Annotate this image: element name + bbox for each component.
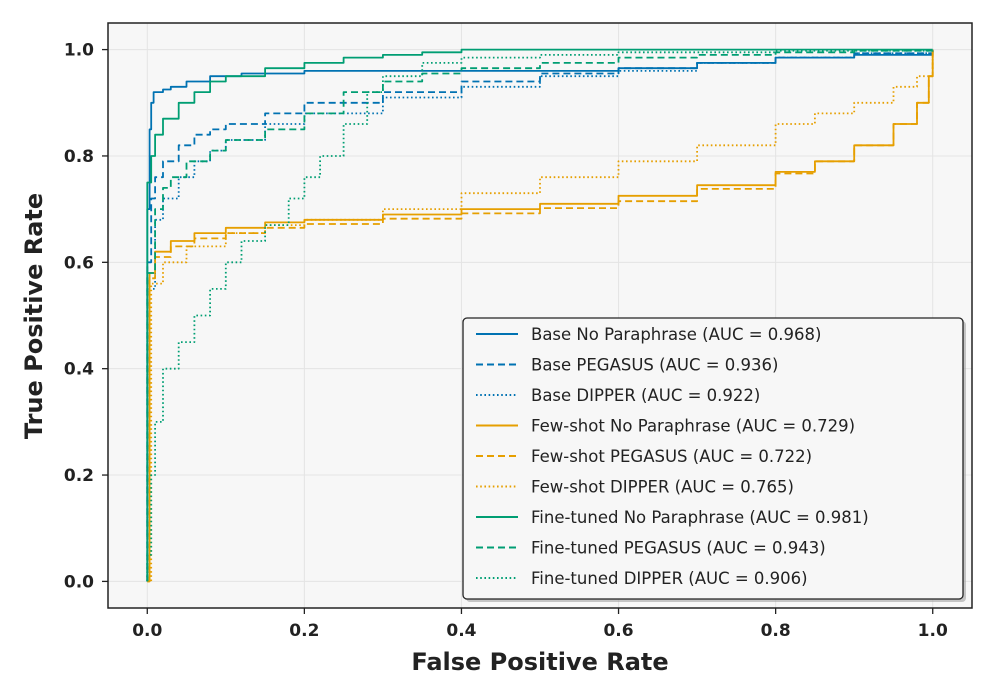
legend-label-8: Fine-tuned DIPPER (AUC = 0.906) bbox=[531, 569, 808, 588]
y-tick-label-3: 0.6 bbox=[64, 253, 94, 273]
x-axis-label: False Positive Rate bbox=[411, 648, 668, 676]
y-tick-label-5: 1.0 bbox=[64, 41, 94, 61]
legend-label-4: Few-shot PEGASUS (AUC = 0.722) bbox=[531, 447, 812, 466]
legend-label-1: Base PEGASUS (AUC = 0.936) bbox=[531, 356, 778, 375]
x-tick-label-5: 1.0 bbox=[918, 621, 948, 641]
legend-box bbox=[462, 317, 964, 600]
legend-label-0: Base No Paraphrase (AUC = 0.968) bbox=[531, 325, 821, 344]
plot-frame bbox=[107, 22, 973, 609]
legend-label-2: Base DIPPER (AUC = 0.922) bbox=[531, 386, 760, 405]
series-line-7 bbox=[146, 49, 934, 582]
grid bbox=[108, 23, 972, 608]
y-tick-label-2: 0.4 bbox=[64, 360, 94, 380]
legend-label-7: Fine-tuned PEGASUS (AUC = 0.943) bbox=[531, 539, 826, 558]
x-tick-label-0: 0.0 bbox=[132, 621, 162, 641]
series-line-1 bbox=[146, 49, 934, 582]
series-line-8 bbox=[146, 49, 934, 582]
legend-label-6: Fine-tuned No Paraphrase (AUC = 0.981) bbox=[531, 508, 869, 527]
legend-label-5: Few-shot DIPPER (AUC = 0.765) bbox=[531, 478, 794, 497]
legend-label-3: Few-shot No Paraphrase (AUC = 0.729) bbox=[531, 417, 855, 436]
series-line-6 bbox=[146, 48, 933, 582]
y-axis-label: True Positive Rate bbox=[20, 193, 48, 439]
x-tick-label-4: 0.8 bbox=[761, 621, 791, 641]
y-tick-label-4: 0.8 bbox=[64, 147, 94, 167]
series-layer bbox=[146, 48, 934, 583]
y-tick-label-1: 0.2 bbox=[64, 466, 94, 486]
x-tick-label-2: 0.4 bbox=[446, 621, 476, 641]
y-tick-label-0: 0.0 bbox=[64, 572, 94, 592]
x-tick-label-3: 0.6 bbox=[603, 621, 633, 641]
legend: Base No Paraphrase (AUC = 0.968) Base PEG… bbox=[462, 317, 966, 602]
x-tick-label-1: 0.2 bbox=[289, 621, 319, 641]
series-line-4 bbox=[147, 49, 934, 583]
ticks: 0.0 0.2 0.4 0.6 0.8 1.0 0.0 0.2 0.4 0.6 0.8 1.0 bbox=[64, 41, 948, 641]
